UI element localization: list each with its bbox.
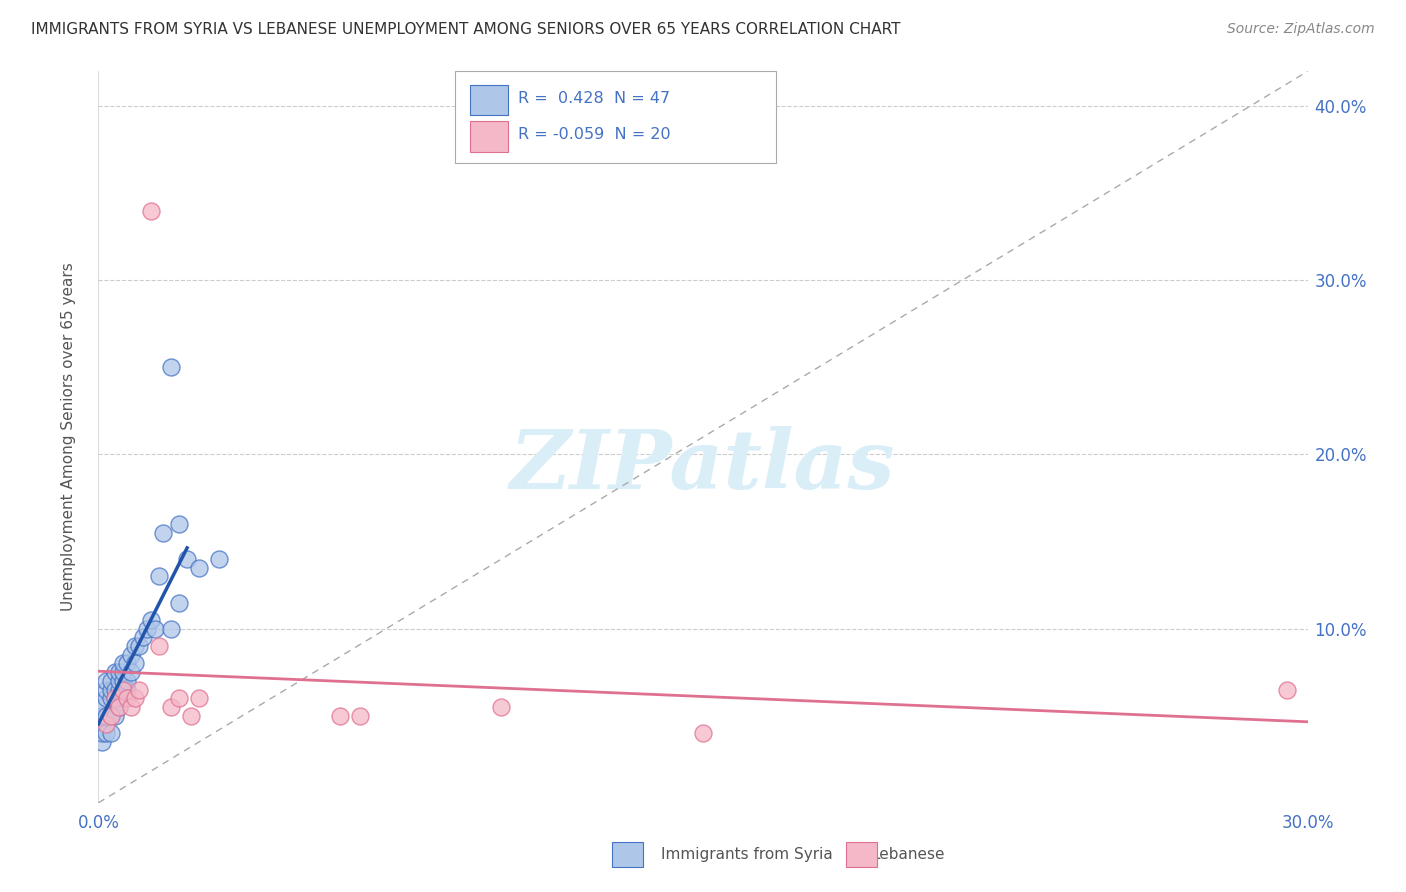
Point (148, 569, 170, 583)
Point (100, 708, 122, 723)
Point (167, 595, 190, 609)
Point (139, 203, 162, 218)
Point (96, 682, 118, 697)
Point (176, 552, 198, 566)
Point (491, 700, 513, 714)
Point (115, 682, 138, 697)
Point (103, 665, 125, 680)
Point (128, 682, 150, 697)
Point (124, 639, 146, 653)
Point (124, 691, 146, 706)
FancyBboxPatch shape (470, 121, 509, 152)
Point (107, 700, 129, 714)
Point (100, 708, 122, 723)
Point (115, 691, 138, 706)
Point (107, 682, 129, 697)
Point (160, 622, 183, 636)
Point (103, 691, 125, 706)
Point (139, 613, 162, 627)
Text: IMMIGRANTS FROM SYRIA VS LEBANESE UNEMPLOYMENT AMONG SENIORS OVER 65 YEARS CORRE: IMMIGRANTS FROM SYRIA VS LEBANESE UNEMPL… (31, 22, 900, 37)
Point (100, 726, 122, 740)
Point (111, 665, 134, 680)
Point (107, 700, 129, 714)
Point (91, 708, 114, 723)
Point (96, 691, 118, 706)
Point (96, 726, 118, 740)
Point (188, 560, 211, 574)
Point (91, 700, 114, 714)
Point (143, 622, 166, 636)
Point (329, 708, 352, 723)
Point (124, 657, 146, 671)
FancyBboxPatch shape (456, 71, 776, 163)
Point (1277, 682, 1299, 697)
Point (160, 360, 183, 375)
FancyBboxPatch shape (470, 85, 509, 115)
Text: Source: ZipAtlas.com: Source: ZipAtlas.com (1227, 22, 1375, 37)
Point (111, 657, 134, 671)
Point (100, 673, 122, 688)
Text: ZIPatlas: ZIPatlas (510, 426, 896, 507)
Point (692, 726, 714, 740)
Point (188, 691, 211, 706)
Point (167, 517, 190, 532)
Text: Lebanese: Lebanese (872, 847, 945, 862)
Point (103, 682, 125, 697)
Text: R = -0.059  N = 20: R = -0.059 N = 20 (517, 128, 671, 143)
Point (103, 691, 125, 706)
Point (103, 708, 125, 723)
Point (120, 700, 142, 714)
Point (120, 665, 142, 680)
Text: Immigrants from Syria: Immigrants from Syria (661, 847, 832, 862)
Point (111, 673, 134, 688)
Point (91, 735, 114, 749)
Point (91, 726, 114, 740)
Text: R =  0.428  N = 47: R = 0.428 N = 47 (517, 91, 671, 106)
Point (152, 525, 174, 540)
Point (115, 657, 138, 671)
Point (96, 708, 118, 723)
Point (167, 691, 190, 706)
Point (135, 622, 157, 636)
Point (100, 682, 122, 697)
Point (96, 673, 118, 688)
Point (180, 708, 202, 723)
Point (115, 673, 138, 688)
Point (96, 717, 118, 731)
Point (132, 631, 155, 645)
Point (111, 682, 134, 697)
Point (208, 552, 231, 566)
Y-axis label: Unemployment Among Seniors over 65 years: Unemployment Among Seniors over 65 years (62, 263, 76, 611)
Point (107, 673, 129, 688)
Point (107, 665, 129, 680)
Point (349, 708, 371, 723)
Point (100, 691, 122, 706)
Point (160, 700, 183, 714)
Point (111, 691, 134, 706)
Point (148, 639, 170, 653)
Point (128, 639, 150, 653)
Point (120, 648, 142, 662)
